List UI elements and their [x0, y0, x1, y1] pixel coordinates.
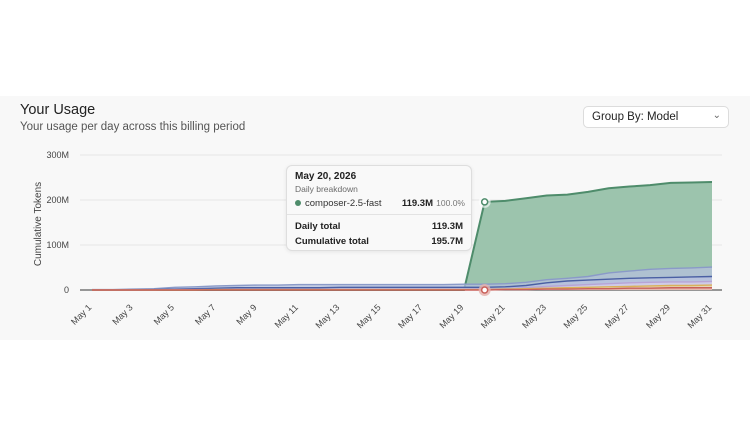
x-tick-label: May 3: [110, 302, 134, 326]
tooltip-model-value: 119.3M: [401, 198, 433, 209]
tooltip-daily-total-label: Daily total: [295, 221, 341, 232]
x-tick-label: May 27: [603, 302, 631, 330]
x-tick-label: May 9: [234, 302, 258, 326]
series-line-5: [92, 287, 712, 291]
x-tick-label: May 19: [437, 302, 465, 330]
x-tick-label: May 1: [69, 302, 93, 326]
area-layer: [92, 181, 713, 291]
tooltip-date: May 20, 2026: [295, 171, 357, 182]
x-tick-label: May 23: [520, 302, 548, 330]
group-by-label: Group By: Model: [592, 111, 679, 123]
page-subtitle: Your usage per day across this billing p…: [20, 121, 246, 133]
series-line-1: [92, 266, 713, 291]
x-tick-label: May 31: [685, 302, 713, 330]
x-tick-label: May 17: [396, 302, 424, 330]
y-axis-label: Cumulative Tokens: [33, 182, 44, 266]
series-line-2: [92, 275, 713, 291]
x-tick-label: May 21: [479, 302, 507, 330]
x-tick-label: May 7: [193, 302, 217, 326]
usage-chart: 0 100M 200M 300M May 1 May 3 May 5 May 7 May 9 Ma…: [33, 150, 722, 330]
x-tick-label: May 13: [313, 302, 341, 330]
y-tick-label: 100M: [46, 240, 69, 250]
tooltip-divider: [287, 214, 471, 215]
x-tick-label: May 25: [561, 302, 589, 330]
y-tick-label: 300M: [46, 150, 69, 160]
x-tick-label: May 29: [644, 302, 672, 330]
tooltip-subtitle: Daily breakdown: [295, 184, 358, 194]
x-tick-label: May 15: [355, 302, 383, 330]
chart-tooltip: May 20, 2026 Daily breakdown composer-2.…: [286, 165, 472, 251]
tooltip-model-name: composer-2.5-fast: [305, 198, 382, 209]
y-tick-label: 200M: [46, 195, 69, 205]
tooltip-cumulative-total-label: Cumulative total: [295, 236, 369, 247]
series-area-0: [92, 182, 712, 290]
highlight-point: [480, 198, 489, 206]
marker-layer: [478, 195, 491, 296]
x-tick-label: May 11: [273, 302, 300, 329]
x-tick-label: May 5: [152, 302, 176, 326]
group-by-select[interactable]: Group By: Model ⌄: [583, 106, 729, 128]
tooltip-model-pct: 100.0%: [436, 198, 465, 208]
tooltip-model-row: composer-2.5-fast 119.3M 100.0%: [295, 198, 465, 210]
page-title: Your Usage: [20, 102, 96, 118]
series-color-dot: [295, 200, 301, 206]
y-tick-label: 0: [64, 285, 69, 295]
tooltip-cumulative-total-value: 195.7M: [431, 236, 463, 247]
tooltip-daily-total-value: 119.3M: [431, 221, 463, 232]
chevron-down-icon: ⌄: [712, 110, 721, 121]
baseline-highlight-point: [480, 286, 489, 294]
